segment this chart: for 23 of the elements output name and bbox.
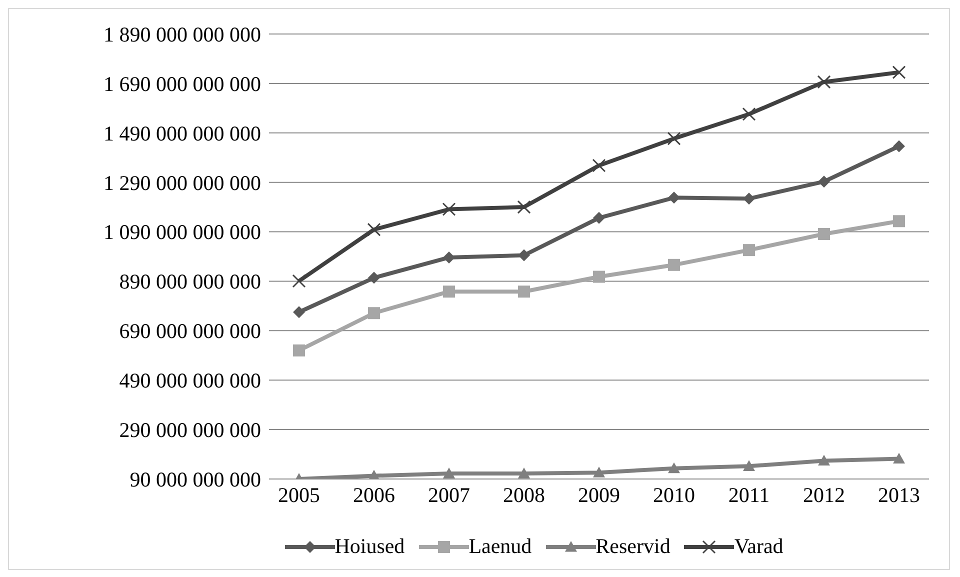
legend-label: Hoiused [334,534,405,559]
x-tick-label: 2011 [728,482,770,507]
y-tick-label: 90 000 000 000 [130,467,261,492]
y-tick-label: 690 000 000 000 [119,319,261,344]
x-tick-label: 2009 [578,482,620,507]
y-tick-label: 1 290 000 000 000 [104,170,261,195]
y-tick-label: 290 000 000 000 [119,418,261,442]
legend-label: Reservid [596,534,670,559]
y-tick-label: 490 000 000 000 [119,368,261,393]
x-tick-label: 2013 [878,482,920,507]
y-tick-label: 890 000 000 000 [119,270,261,294]
y-tick-label: 1 090 000 000 000 [104,220,261,244]
x-tick-label: 2006 [353,482,395,507]
y-tick-label: 1 490 000 000 000 [104,121,261,146]
x-tick-label: 2007 [428,482,470,507]
x-tick-label: 2005 [278,482,320,507]
y-tick-label: 1 890 000 000 000 [104,22,261,46]
legend-label: Laenud [468,534,532,559]
x-tick-label: 2012 [803,482,845,507]
x-tick-label: 2010 [653,482,695,507]
x-tick-label: 2008 [503,482,545,507]
y-tick-label: 1 690 000 000 000 [104,72,261,96]
legend-label: Varad [734,534,784,559]
